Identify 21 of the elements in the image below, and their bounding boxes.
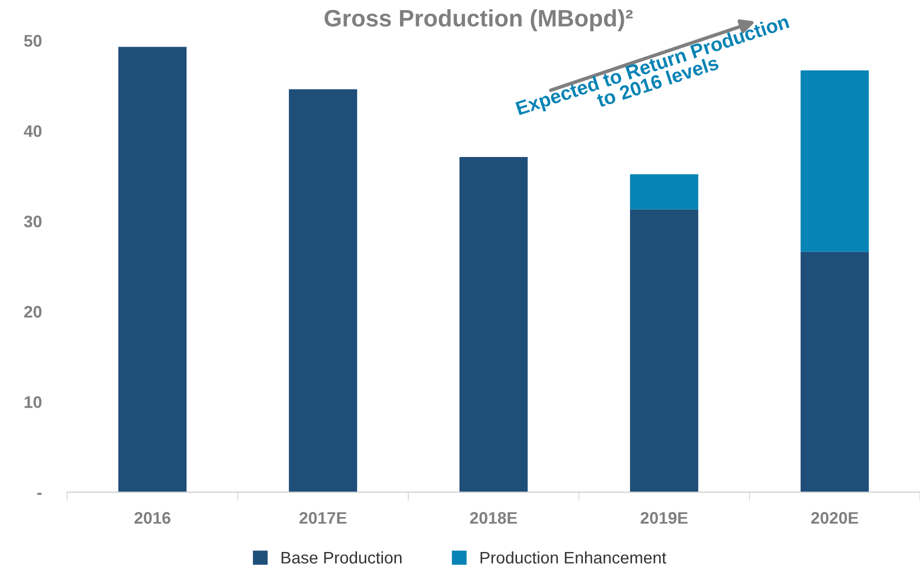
x-tick-label: 2018E xyxy=(470,512,518,524)
bar xyxy=(800,252,869,492)
bar xyxy=(459,157,528,492)
y-tick-label: 30 xyxy=(24,216,42,228)
y-tick-label: 50 xyxy=(24,34,42,47)
bar xyxy=(630,209,698,492)
legend-label: Base Production xyxy=(282,551,402,564)
bar xyxy=(800,70,869,252)
bar xyxy=(118,46,187,492)
x-tick-label: 2016 xyxy=(134,512,170,524)
bar xyxy=(288,89,358,492)
y-tick-label: 10 xyxy=(24,396,42,408)
x-tick-label: 2017E xyxy=(299,512,346,524)
bar xyxy=(630,174,698,210)
legend-label: Production Enhancement xyxy=(480,551,666,564)
x-tick-label: 2019E xyxy=(640,512,688,524)
y-tick-label: 20 xyxy=(24,306,42,318)
y-tick-label: - xyxy=(37,492,42,495)
x-tick-label: 2020E xyxy=(811,512,858,524)
y-tick-label: 40 xyxy=(24,125,42,138)
chart-title: Gross Production (MBopd)² xyxy=(324,9,633,32)
